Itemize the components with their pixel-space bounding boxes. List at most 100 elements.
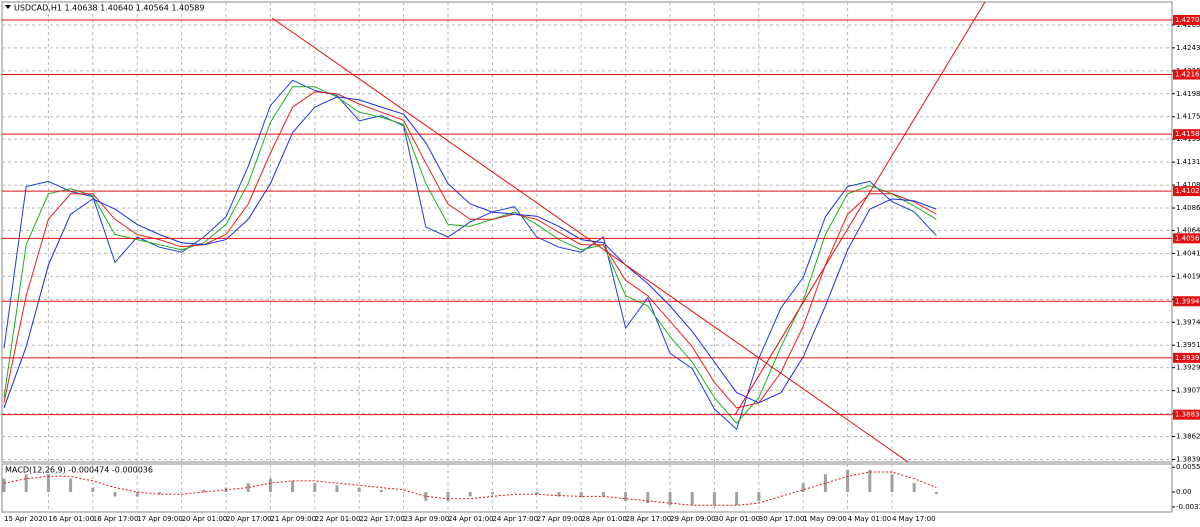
y-tick-label: 0.00557	[1176, 463, 1200, 471]
chart-title: USDCAD,H1 1.40638 1.40640 1.40564 1.4058…	[14, 4, 204, 13]
macd-bar	[291, 480, 295, 492]
macd-bar	[868, 469, 872, 492]
level-label-bg	[1173, 233, 1200, 244]
x-tick-label: 16 Apr 17:00	[93, 515, 139, 523]
level-label: 1.41584	[1175, 130, 1200, 138]
macd-bar	[468, 492, 472, 497]
x-tick-label: 30 Apr 01:00	[714, 515, 760, 523]
y-tick-label: 1.41310	[1176, 158, 1200, 166]
x-tick-label: 23 Apr 09:00	[404, 515, 450, 523]
level-label: 1.38834	[1175, 411, 1200, 419]
macd-bar	[624, 492, 628, 501]
x-tick-label: 1 May 09:00	[803, 515, 847, 523]
level-label-bg	[1173, 409, 1200, 420]
macd-bar	[934, 492, 938, 495]
macd-bar	[890, 474, 894, 492]
macd-bar	[823, 474, 827, 492]
menu-icon[interactable]	[5, 5, 11, 9]
y-tick-label: 1.42430	[1176, 44, 1200, 52]
macd-bar	[690, 492, 694, 506]
level-label: 1.42704	[1175, 16, 1200, 24]
y-tick-label: 1.39070	[1176, 387, 1200, 395]
level-label: 1.40563	[1175, 234, 1200, 242]
x-tick-label: 15 Apr 2020	[4, 515, 47, 523]
macd-bar	[424, 492, 428, 501]
macd-bar	[646, 492, 650, 504]
x-tick-label: 21 Apr 09:00	[270, 515, 316, 523]
y-tick-label: 0.00	[1176, 488, 1192, 496]
macd-bar	[24, 474, 28, 492]
level-label-bg	[1173, 352, 1200, 363]
macd-bar	[135, 492, 139, 497]
x-tick-label: 4 May 17:00	[892, 515, 936, 523]
x-tick-label: 4 May 01:00	[848, 515, 892, 523]
macd-bar	[446, 492, 450, 501]
x-tick-label: 24 Apr 17:00	[492, 515, 538, 523]
macd-bar	[357, 487, 361, 492]
y-tick-label: 1.41755	[1176, 113, 1200, 121]
series-line	[3, 91, 937, 409]
macd-bar	[202, 489, 206, 492]
series-line	[3, 79, 937, 431]
macd-bar	[157, 492, 161, 495]
x-tick-label: 17 Apr 09:00	[137, 515, 183, 523]
macd-bar	[69, 478, 73, 492]
level-label-bg	[1173, 69, 1200, 80]
y-tick-label: 1.38395	[1176, 455, 1200, 463]
x-tick-label: 28 Apr 01:00	[581, 515, 627, 523]
macd-bar	[912, 483, 916, 492]
level-label-bg	[1173, 186, 1200, 197]
y-tick-label: 1.40860	[1176, 204, 1200, 212]
trend-line	[734, 1, 986, 416]
y-tick-label: 1.41085	[1176, 181, 1200, 189]
x-tick-label: 30 Apr 17:00	[759, 515, 805, 523]
macd-bar	[513, 492, 517, 493]
y-tick-label: 1.39515	[1176, 341, 1200, 349]
main-panel	[1, 1, 1173, 463]
macd-bar	[91, 487, 95, 492]
macd-panel	[1, 463, 1173, 513]
macd-bar	[246, 483, 250, 492]
x-tick-label: 22 Apr 01:00	[315, 515, 361, 523]
x-tick-label: 20 Apr 17:00	[226, 515, 272, 523]
series-line	[3, 471, 937, 506]
macd-bar	[735, 492, 739, 506]
x-tick-label: 27 Apr 09:00	[537, 515, 583, 523]
y-tick-label: 1.40190	[1176, 272, 1200, 280]
level-label: 1.42169	[1175, 71, 1200, 79]
macd-bar	[668, 492, 672, 506]
y-tick-label: 1.40640	[1176, 226, 1200, 234]
macd-bar	[757, 492, 761, 501]
level-label: 1.39946	[1175, 297, 1200, 305]
series-line	[3, 86, 937, 424]
y-tick-label: 1.40415	[1176, 249, 1200, 257]
x-tick-label: 29 Apr 09:00	[670, 515, 716, 523]
macd-bar	[313, 483, 317, 492]
macd-bar	[335, 485, 339, 492]
level-label-bg	[1173, 129, 1200, 140]
series-line	[3, 96, 937, 409]
level-label: 1.41026	[1175, 187, 1200, 195]
level-label-bg	[1173, 14, 1200, 25]
x-tick-label: 22 Apr 17:00	[359, 515, 405, 523]
y-tick-label: -0.00335	[1176, 503, 1200, 511]
x-tick-label: 28 Apr 17:00	[626, 515, 672, 523]
macd-bar	[379, 489, 383, 492]
macd-bar	[579, 492, 583, 498]
macd-bar	[535, 492, 539, 495]
x-tick-label: 24 Apr 01:00	[448, 515, 494, 523]
macd-title: MACD(12,26,9) -0.000474 -0.000036	[5, 466, 153, 475]
macd-bar	[2, 478, 6, 492]
macd-bar	[113, 492, 117, 497]
x-tick-label: 20 Apr 01:00	[182, 515, 228, 523]
y-tick-label: 1.39740	[1176, 318, 1200, 326]
macd-bar	[601, 492, 605, 497]
y-tick-label: 1.41980	[1176, 90, 1200, 98]
macd-bar	[557, 492, 561, 497]
macd-bar	[402, 492, 406, 493]
y-tick-label: 1.38620	[1176, 433, 1200, 441]
